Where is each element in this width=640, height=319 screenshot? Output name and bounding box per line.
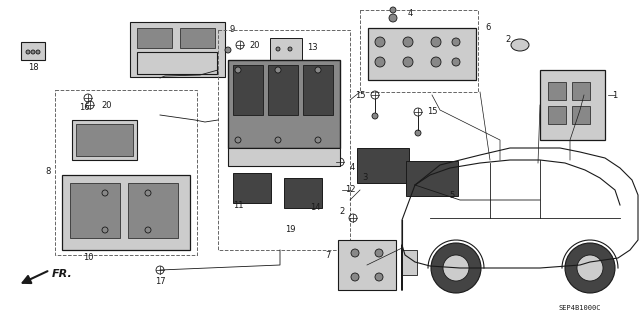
Circle shape <box>375 249 383 257</box>
Text: 5: 5 <box>449 190 454 199</box>
Circle shape <box>565 243 615 293</box>
Bar <box>228 148 340 166</box>
Bar <box>62 175 190 250</box>
Circle shape <box>389 14 397 22</box>
Circle shape <box>390 7 396 13</box>
Text: 1: 1 <box>612 91 618 100</box>
Bar <box>548 82 566 100</box>
Text: 3: 3 <box>362 174 368 182</box>
Text: 8: 8 <box>45 167 51 176</box>
Text: 15: 15 <box>355 92 365 100</box>
Circle shape <box>36 50 40 54</box>
Circle shape <box>102 190 108 196</box>
Circle shape <box>375 57 385 67</box>
Circle shape <box>235 67 241 73</box>
Circle shape <box>351 249 359 257</box>
Bar <box>70 183 120 238</box>
Circle shape <box>351 273 359 281</box>
Bar <box>360 10 478 92</box>
Bar <box>303 65 333 115</box>
Circle shape <box>145 227 151 233</box>
Text: 4: 4 <box>408 10 413 19</box>
Circle shape <box>431 37 441 47</box>
Circle shape <box>235 137 241 143</box>
Bar <box>180 28 215 48</box>
Bar <box>572 82 590 100</box>
Bar <box>548 106 566 124</box>
Text: 13: 13 <box>307 42 317 51</box>
Circle shape <box>276 47 280 51</box>
Bar <box>268 65 298 115</box>
Bar <box>137 28 172 48</box>
Bar <box>284 178 322 208</box>
Bar <box>76 124 133 156</box>
Circle shape <box>375 273 383 281</box>
Circle shape <box>415 130 421 136</box>
Bar <box>228 60 340 148</box>
Bar <box>55 90 197 255</box>
Circle shape <box>577 255 603 281</box>
Circle shape <box>275 67 281 73</box>
Bar <box>21 42 45 60</box>
Text: 19: 19 <box>285 226 295 234</box>
Bar <box>130 22 225 77</box>
Text: 18: 18 <box>28 63 38 72</box>
Bar <box>540 70 605 140</box>
Bar <box>72 120 137 160</box>
Circle shape <box>372 113 378 119</box>
Circle shape <box>145 190 151 196</box>
Circle shape <box>288 47 292 51</box>
Circle shape <box>375 37 385 47</box>
Circle shape <box>443 255 469 281</box>
Text: 2: 2 <box>506 35 511 44</box>
Text: 6: 6 <box>485 24 491 33</box>
Circle shape <box>403 37 413 47</box>
Text: 20: 20 <box>250 41 260 49</box>
Text: 14: 14 <box>310 203 320 211</box>
Text: 9: 9 <box>229 26 235 34</box>
Circle shape <box>431 57 441 67</box>
Text: 12: 12 <box>345 186 355 195</box>
Bar <box>233 173 271 203</box>
Bar <box>233 65 263 115</box>
Circle shape <box>26 50 30 54</box>
Text: 17: 17 <box>155 278 165 286</box>
Circle shape <box>275 137 281 143</box>
Text: 10: 10 <box>83 254 93 263</box>
Bar <box>338 240 396 290</box>
Bar <box>270 38 302 60</box>
Bar <box>406 160 458 196</box>
Bar <box>218 30 350 250</box>
Circle shape <box>315 137 321 143</box>
Circle shape <box>31 50 35 54</box>
Text: 2: 2 <box>339 207 344 217</box>
Bar <box>128 183 178 238</box>
Bar <box>402 250 417 275</box>
Bar <box>368 28 476 80</box>
Circle shape <box>102 227 108 233</box>
Bar <box>572 106 590 124</box>
Circle shape <box>403 57 413 67</box>
Text: SEP4B1000C: SEP4B1000C <box>559 305 601 311</box>
Circle shape <box>225 47 231 53</box>
Text: 4: 4 <box>349 164 355 173</box>
Text: 20: 20 <box>102 100 112 109</box>
Circle shape <box>315 67 321 73</box>
Text: 15: 15 <box>427 108 437 116</box>
Bar <box>357 147 409 182</box>
Ellipse shape <box>511 39 529 51</box>
Text: 7: 7 <box>325 251 331 261</box>
Circle shape <box>452 58 460 66</box>
Circle shape <box>452 38 460 46</box>
Text: 16: 16 <box>79 103 90 113</box>
Circle shape <box>431 243 481 293</box>
Text: FR.: FR. <box>52 269 73 279</box>
Text: 11: 11 <box>233 201 243 210</box>
Bar <box>137 52 217 74</box>
